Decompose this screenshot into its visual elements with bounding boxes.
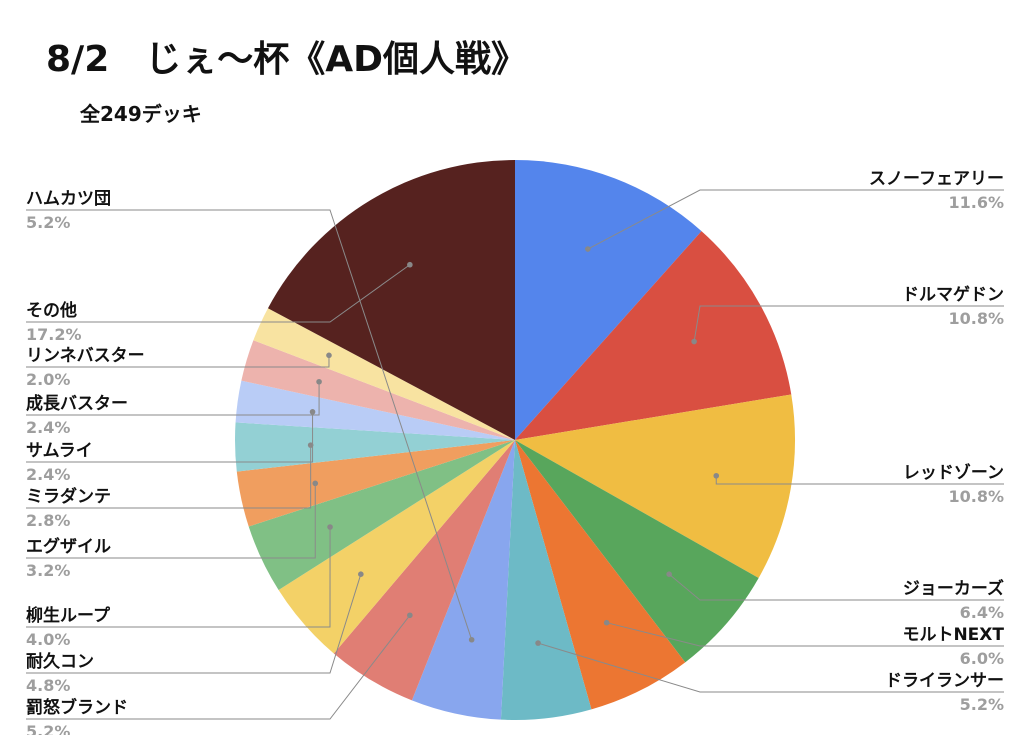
leader-line — [26, 209, 473, 640]
pie-slice — [267, 159, 515, 440]
slice-label: スノーフェアリー — [869, 169, 1004, 189]
slice-percent-label: 4.0% — [26, 630, 70, 649]
slice-label: 成長バスター — [26, 393, 128, 414]
slice-label: ドライランサー — [885, 671, 1004, 691]
leader-line — [715, 475, 1004, 485]
slice-label: サムライ — [26, 441, 93, 461]
slice-percent-label: 3.2% — [26, 561, 70, 580]
leader-line — [693, 305, 1004, 342]
slice-percent-label: 4.8% — [26, 676, 70, 695]
leader-line — [26, 381, 320, 416]
slice-label: エグザイル — [26, 536, 111, 557]
slice-percent-label: 2.8% — [26, 511, 70, 530]
chart-title: 8/2 じぇ〜杯《AD個人戦》 — [46, 39, 527, 80]
slice-percent-label: 17.2% — [26, 325, 82, 344]
slice-label: リンネバスター — [26, 346, 145, 366]
slice-label: ドルマゲドン — [902, 284, 1004, 305]
pie-slice — [278, 440, 515, 654]
slice-percent-label: 10.8% — [948, 487, 1004, 506]
slice-label: 柳生ループ — [26, 605, 111, 626]
leader-line — [26, 411, 314, 463]
pie-slice — [500, 440, 592, 720]
pie-slice — [235, 380, 515, 440]
slice-percent-label: 11.6% — [948, 193, 1004, 212]
leader-line — [26, 355, 330, 368]
pie-slice — [333, 440, 515, 701]
slice-label: その他 — [26, 300, 77, 321]
slice-percent-label: 2.4% — [26, 418, 70, 437]
slice-percent-label: 6.0% — [960, 649, 1004, 668]
pie-slice — [411, 440, 515, 720]
leader-line — [26, 264, 411, 323]
slice-percent-label: 5.2% — [960, 695, 1004, 714]
slice-percent-label: 10.8% — [948, 309, 1004, 328]
slice-label: レッドゾーン — [903, 463, 1004, 483]
slice-percent-label: 2.0% — [26, 370, 70, 389]
slice-label: 罰怒ブランド — [26, 697, 128, 718]
slice-percent-label: 6.4% — [960, 603, 1004, 622]
leader-line — [26, 527, 331, 628]
slice-label: ジョーカーズ — [903, 578, 1004, 599]
leader-line — [668, 573, 1004, 601]
pie-slice — [515, 440, 686, 710]
leader-line — [537, 642, 1004, 693]
slice-label: 耐久コン — [26, 651, 94, 672]
leader-dot — [468, 636, 475, 643]
chart-subtitle: 全249デッキ — [80, 102, 202, 126]
leader-line — [606, 622, 1004, 647]
leader-line — [26, 445, 312, 509]
leader-dot — [358, 571, 364, 578]
slice-label: ハムカツ団 — [26, 189, 111, 209]
pie-slice — [515, 160, 702, 440]
leader-line — [587, 189, 1004, 250]
slice-label: モルトNEXT — [902, 625, 1004, 645]
pie-slice — [235, 422, 515, 472]
leader-line — [26, 483, 316, 559]
pie-slice — [515, 394, 795, 578]
pie-slice — [241, 340, 515, 440]
pie-slice — [236, 440, 516, 527]
pie-slice — [515, 440, 759, 663]
pie-slice — [515, 231, 792, 440]
leader-line — [26, 614, 411, 720]
slice-percent-label: 2.4% — [26, 465, 70, 484]
slice-label: ミラダンテ — [26, 486, 111, 507]
slice-percent-label: 5.2% — [26, 213, 70, 232]
slice-percent-label: 5.2% — [26, 722, 70, 735]
leader-line — [26, 574, 362, 674]
